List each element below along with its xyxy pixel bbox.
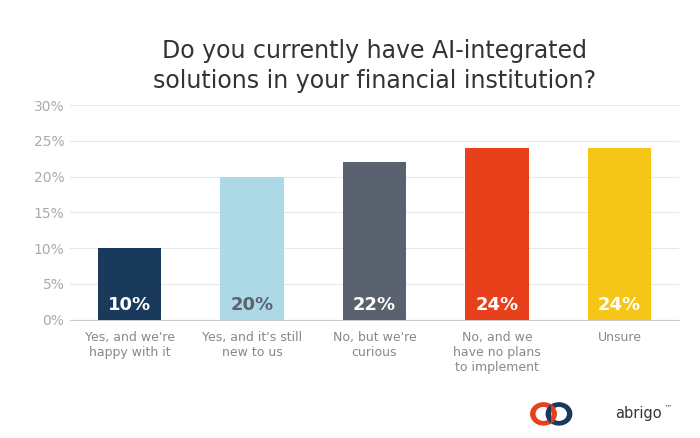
Circle shape: [546, 403, 572, 425]
Text: 22%: 22%: [353, 296, 396, 314]
Text: 20%: 20%: [230, 296, 274, 314]
Bar: [465, 148, 528, 320]
Text: ™: ™: [664, 403, 672, 413]
Circle shape: [552, 408, 566, 420]
Title: Do you currently have AI-integrated
solutions in your financial institution?: Do you currently have AI-integrated solu…: [153, 39, 596, 93]
Circle shape: [536, 408, 551, 420]
Polygon shape: [531, 403, 556, 425]
Polygon shape: [546, 403, 572, 425]
Bar: [343, 162, 406, 320]
Bar: [98, 248, 162, 320]
Bar: [587, 148, 651, 320]
Circle shape: [531, 403, 556, 425]
Text: 10%: 10%: [108, 296, 151, 314]
Text: abrigo: abrigo: [615, 406, 662, 421]
Bar: [220, 177, 284, 320]
Text: 24%: 24%: [475, 296, 519, 314]
Circle shape: [531, 403, 556, 425]
Circle shape: [536, 408, 551, 420]
Text: 24%: 24%: [598, 296, 641, 314]
